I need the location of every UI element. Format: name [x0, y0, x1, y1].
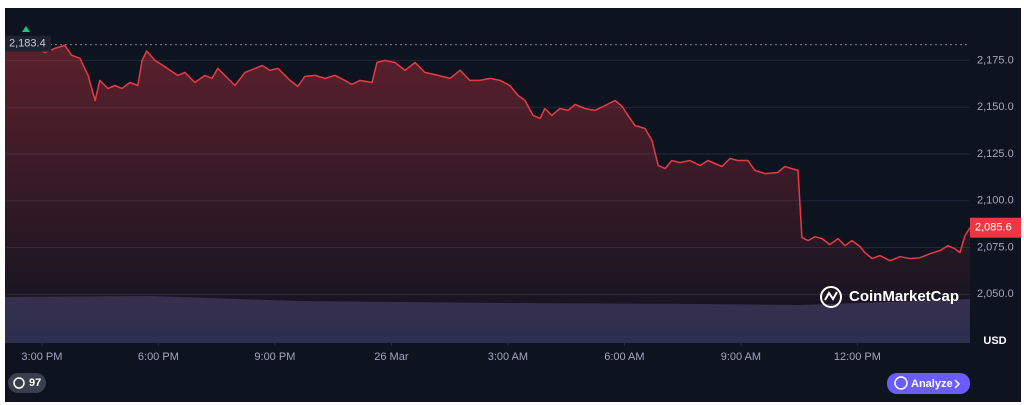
price-line — [5, 44, 971, 262]
price-area — [5, 45, 970, 344]
last-price-tag — [970, 217, 1021, 238]
x-tick-label: 6:00 AM — [604, 351, 644, 363]
badge-text: 97 — [29, 377, 41, 389]
analyze-icon — [894, 376, 908, 390]
y-tick-label: 2,175.0 — [977, 54, 1014, 66]
analyze-chevron — [954, 379, 961, 389]
y-tick-label: 2,075.0 — [977, 241, 1014, 253]
analyze-button[interactable]: Analyze — [887, 373, 970, 394]
badge-icon — [13, 377, 25, 389]
watermark: CoinMarketCap — [820, 286, 959, 308]
y-tick-label: 2,150.0 — [977, 101, 1014, 113]
high-icon — [22, 26, 30, 32]
high-tag — [5, 35, 51, 52]
x-tick-label: 12:00 PM — [834, 351, 881, 363]
currency-label: USD — [983, 335, 1006, 347]
x-tick-label: 9:00 PM — [254, 351, 295, 363]
y-tick-label: 2,125.0 — [977, 148, 1014, 160]
last-price-label: 2,085.6 — [975, 222, 1012, 234]
y-tick-label: 2,050.0 — [977, 288, 1014, 300]
x-tick-label: 3:00 AM — [488, 351, 528, 363]
watermark-logo-line — [824, 291, 838, 301]
x-tick-label: 6:00 PM — [138, 351, 179, 363]
badge: 97 — [8, 373, 46, 393]
x-tick-label: 3:00 PM — [21, 351, 62, 363]
analyze-button-bg[interactable] — [887, 373, 970, 394]
watermark-logo — [820, 286, 842, 308]
x-tick-label: 26 Mar — [374, 351, 409, 363]
x-tick-label: 9:00 AM — [721, 351, 761, 363]
watermark-text: CoinMarketCap — [849, 288, 959, 305]
y-tick-label: 2,100.0 — [977, 195, 1014, 207]
analyze-text[interactable]: Analyze — [911, 378, 953, 390]
high-label: 2,183.4 — [9, 38, 46, 50]
